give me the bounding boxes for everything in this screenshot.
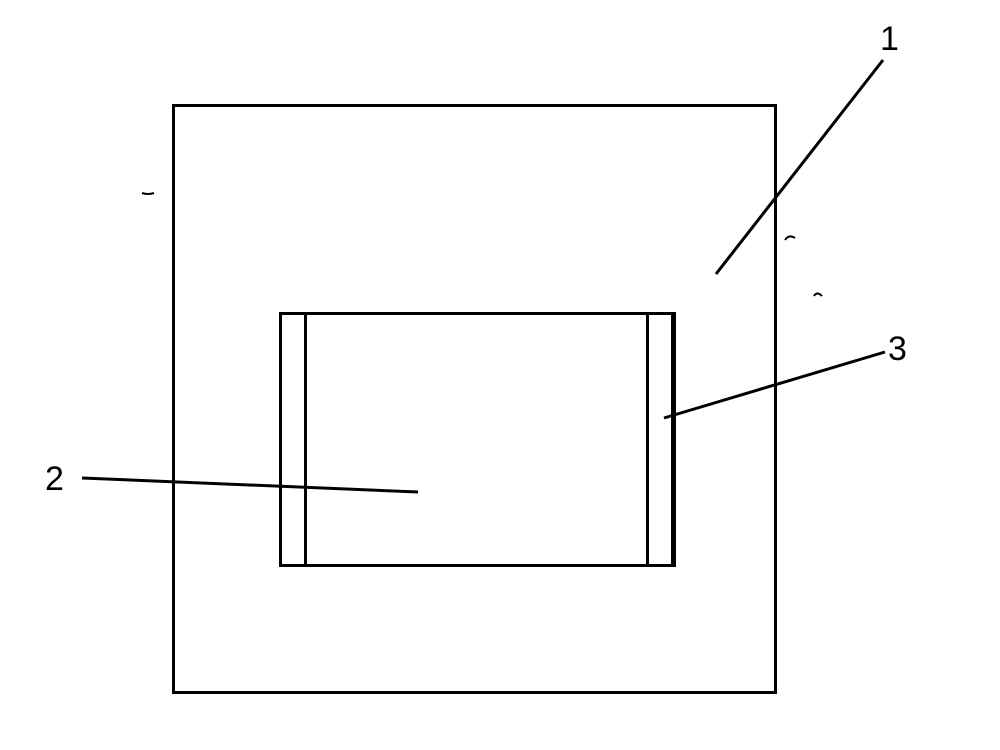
inner-rectangle bbox=[279, 312, 674, 567]
callout-2-label: 2 bbox=[45, 460, 64, 499]
artifact-mark-2 bbox=[814, 294, 822, 297]
artifact-mark-3 bbox=[142, 193, 154, 194]
artifact-mark-1 bbox=[785, 236, 795, 240]
callout-3-label: 3 bbox=[888, 330, 907, 369]
inner-right-strip bbox=[646, 312, 676, 567]
callout-1-label: 1 bbox=[880, 20, 899, 59]
inner-left-strip bbox=[279, 312, 307, 567]
diagram-canvas: 1 2 3 bbox=[0, 0, 1000, 750]
